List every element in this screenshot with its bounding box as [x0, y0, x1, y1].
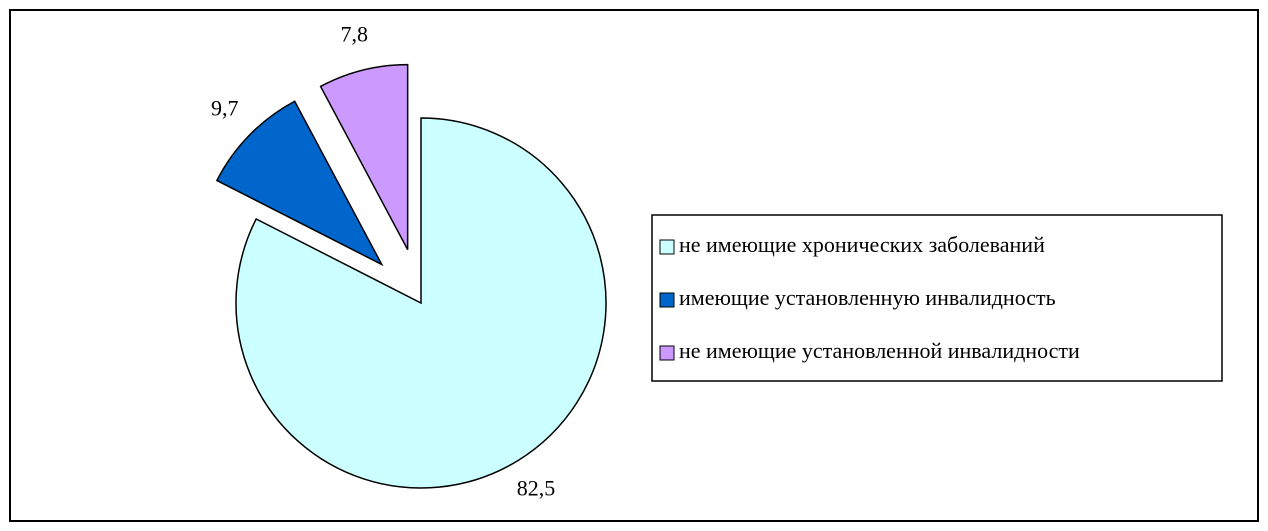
- legend-swatch: [659, 345, 675, 361]
- legend-swatch: [659, 292, 675, 308]
- legend-label: не имеющие хронических заболеваний: [679, 232, 1045, 257]
- legend-label: не имеющие установленной инвалидности: [679, 338, 1080, 363]
- legend-swatch: [659, 239, 675, 255]
- data-label: 82,5: [517, 476, 556, 501]
- legend-box: [651, 214, 1223, 382]
- pie-slice: [215, 100, 384, 267]
- legend-label: имеющие установленную инвалидность: [679, 285, 1056, 310]
- pie-slice: [319, 63, 409, 250]
- data-label: 9,7: [211, 95, 239, 120]
- pie-slice: [235, 117, 607, 489]
- data-label: 7,8: [341, 21, 369, 46]
